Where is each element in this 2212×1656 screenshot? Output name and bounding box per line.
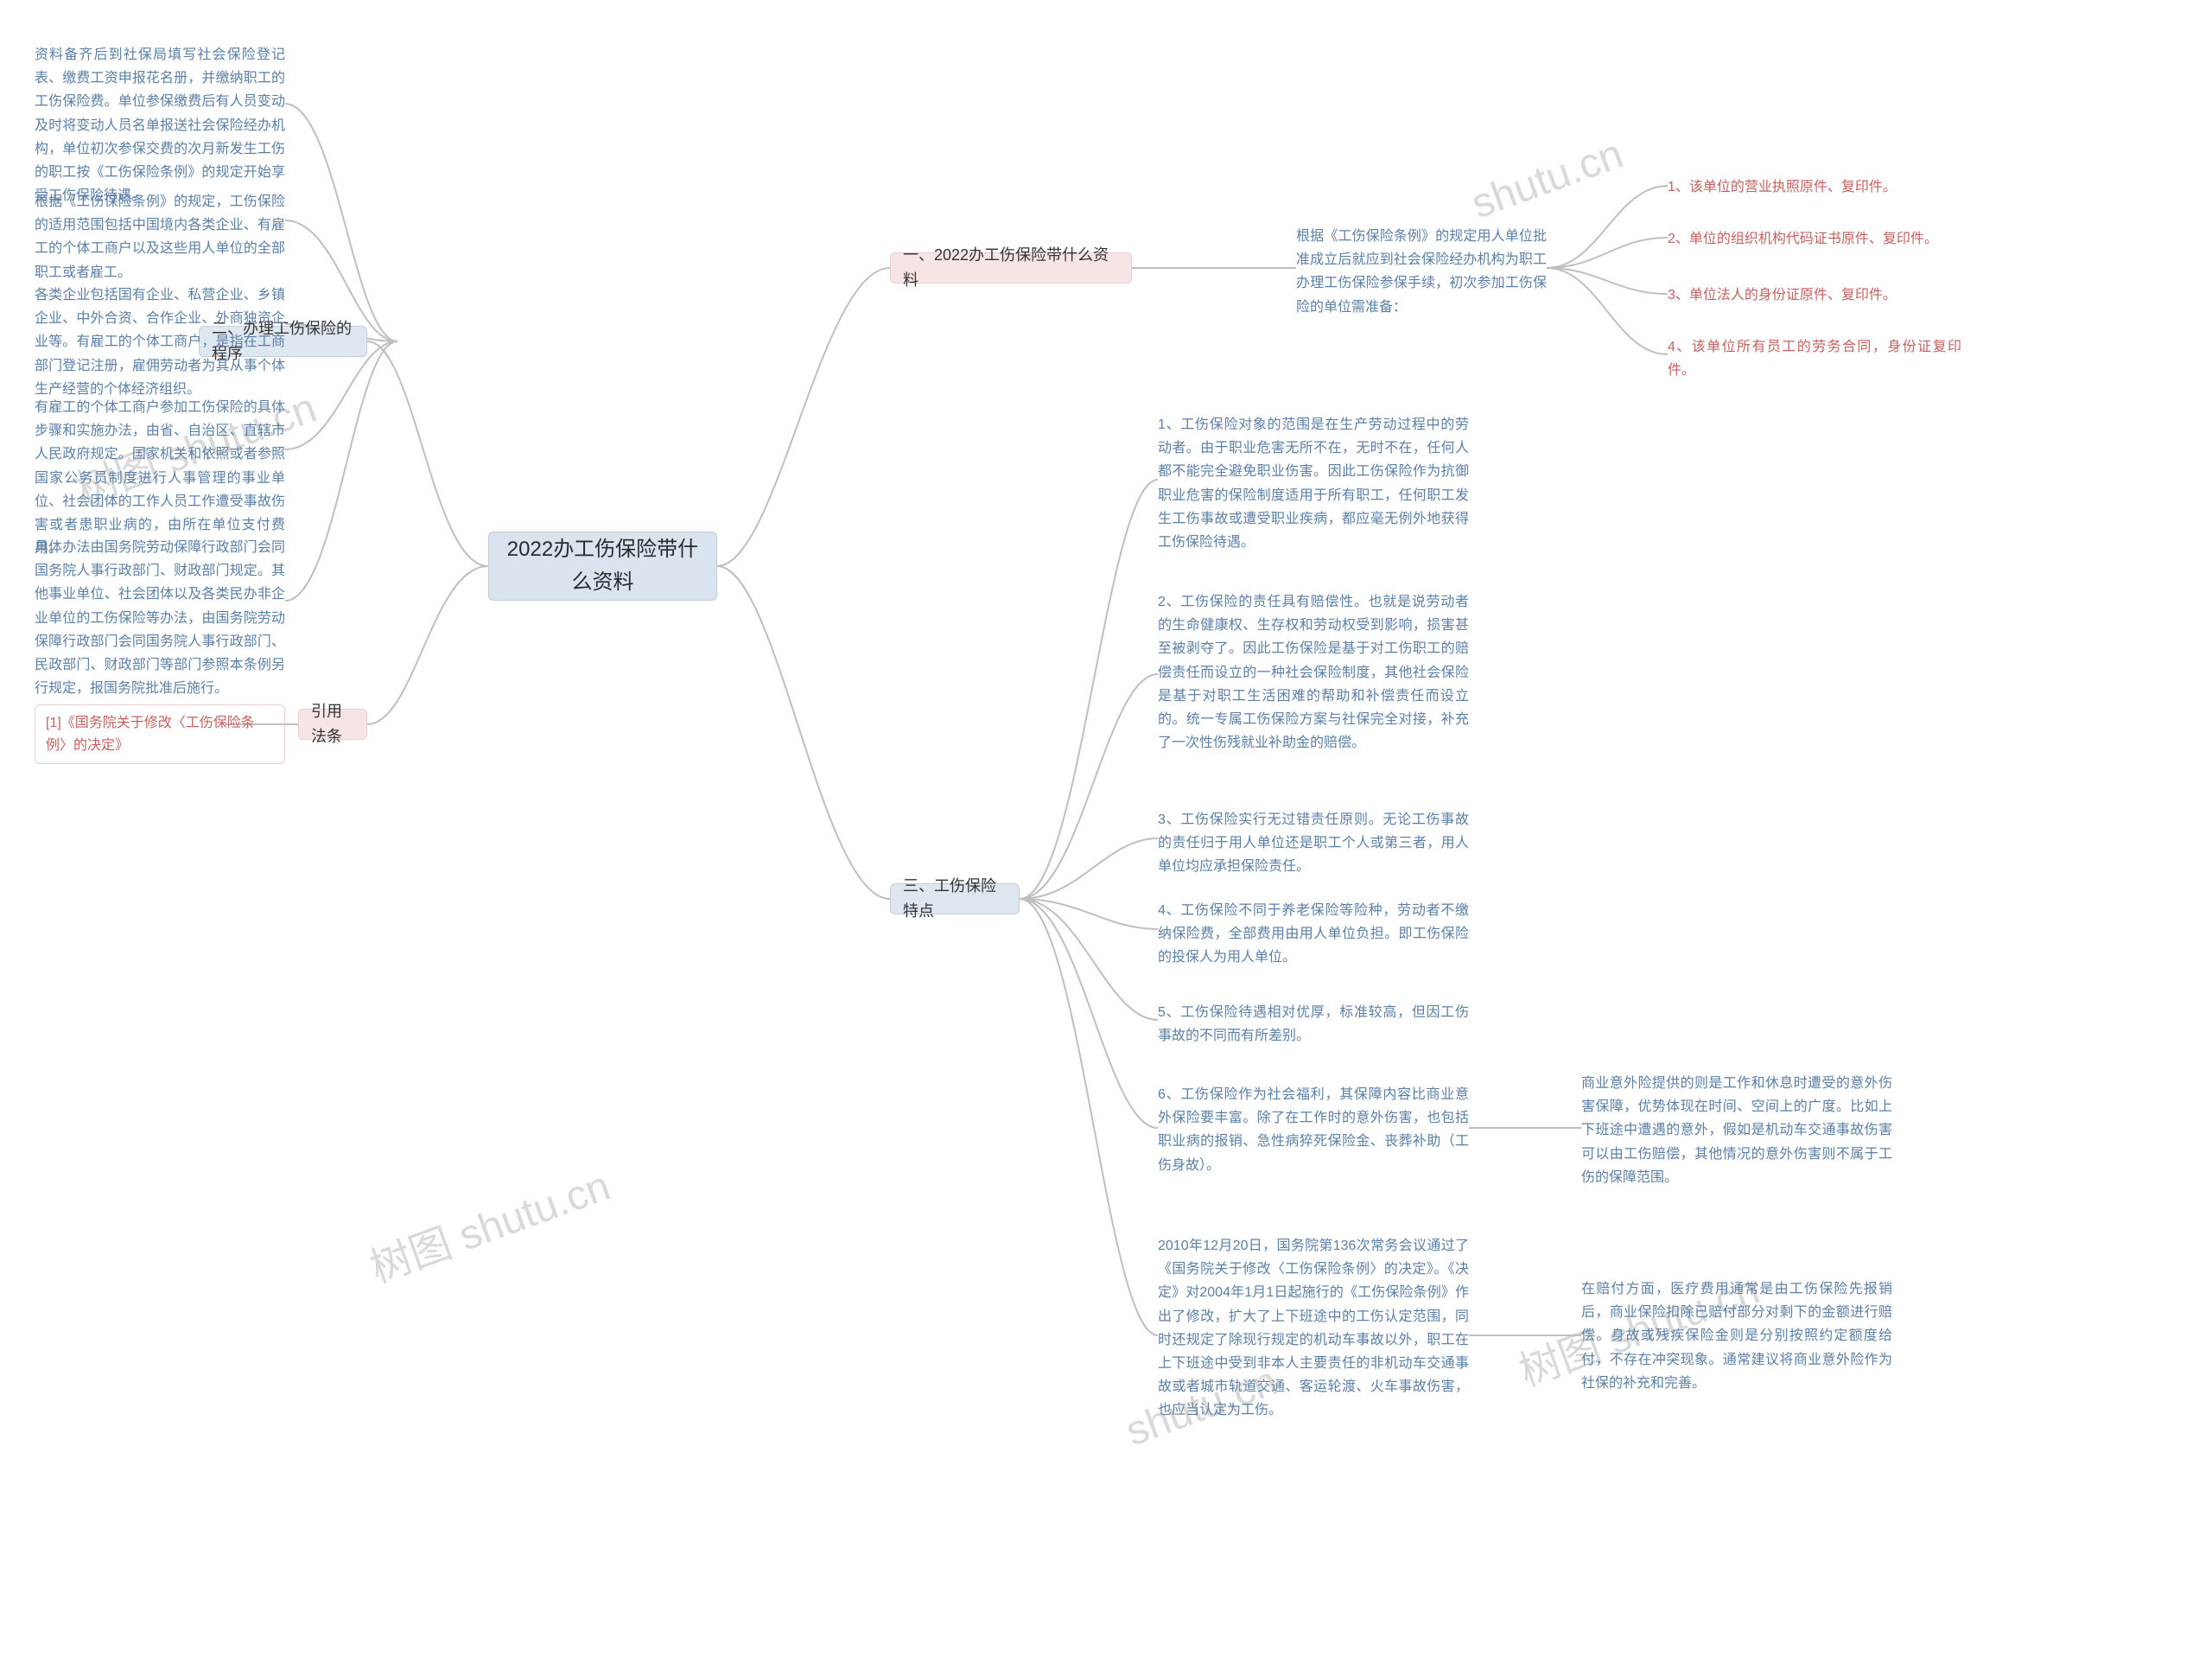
watermark: shutu.cn — [1465, 131, 1629, 229]
root-node[interactable]: 2022办工伤保险带什么资料 — [488, 532, 717, 601]
b2-item-1: 资料备齐后到社保局填写社会保险登记表、缴费工资申报花名册，并缴纳职工的工伤保险费… — [35, 43, 285, 207]
b2-item-2: 根据《工伤保险条例》的规定，工伤保险的适用范围包括中国境内各类企业、有雇工的个体… — [35, 190, 285, 284]
b3-item-4: 4、工伤保险不同于养老保险等险种，劳动者不缴纳保险费，全部费用由用人单位负担。即… — [1158, 899, 1469, 970]
b3-item-6: 6、工伤保险作为社会福利，其保障内容比商业意外保险要丰富。除了在工作时的意外伤害… — [1158, 1083, 1469, 1177]
branch-4-label: 引用法条 — [311, 699, 354, 749]
b4-item-text: [1]《国务院关于修改〈工伤保险条例〉的决定》 — [46, 712, 274, 756]
b2-item-5: 具体办法由国务院劳动保障行政部门会同国务院人事行政部门、财政部门规定。其他事业单… — [35, 536, 285, 700]
b1-item-1: 1、该单位的营业执照原件、复印件。 — [1668, 175, 1961, 199]
b3-item-1: 1、工伤保险对象的范围是在生产劳动过程中的劳动者。由于职业危害无所不在，无时不在… — [1158, 413, 1469, 554]
watermark: 树图 shutu.cn — [360, 1151, 617, 1294]
b4-item: [1]《国务院关于修改〈工伤保险条例〉的决定》 — [35, 704, 285, 764]
branch-3-label: 三、工伤保险特点 — [903, 874, 1007, 924]
b1-item-3: 3、单位法人的身份证原件、复印件。 — [1668, 283, 1961, 307]
b3-item-5: 5、工伤保险待遇相对优厚，标准较高，但因工伤事故的不同而有所差别。 — [1158, 1001, 1469, 1048]
b3-extra-1: 商业意外险提供的则是工作和休息时遭受的意外伤害保障，优势体现在时间、空间上的广度… — [1581, 1072, 1892, 1189]
b3-item-2: 2、工伤保险的责任具有赔偿性。也就是说劳动者的生命健康权、生存权和劳动权受到影响… — [1158, 590, 1469, 755]
b3-extra-2: 在赔付方面，医疗费用通常是由工伤保险先报销后，商业保险扣除已赔付部分对剩下的金额… — [1581, 1277, 1892, 1395]
root-label: 2022办工伤保险带什么资料 — [501, 533, 704, 600]
b1-item-2: 2、单位的组织机构代码证书原件、复印件。 — [1668, 227, 1996, 251]
branch-4[interactable]: 引用法条 — [298, 709, 367, 740]
b2-item-3: 各类企业包括国有企业、私营企业、乡镇企业、中外合资、合作企业、外商独资企业等。有… — [35, 283, 285, 401]
b3-item-3: 3、工伤保险实行无过错责任原则。无论工伤事故的责任归于用人单位还是职工个人或第三… — [1158, 808, 1469, 879]
branch-3[interactable]: 三、工伤保险特点 — [890, 883, 1020, 914]
b1-item-4: 4、该单位所有员工的劳务合同，身份证复印件。 — [1668, 335, 1961, 382]
b3-item-7: 2010年12月20日，国务院第136次常务会议通过了《国务院关于修改〈工伤保险… — [1158, 1234, 1469, 1423]
branch-1-label: 一、2022办工伤保险带什么资料 — [903, 243, 1119, 293]
b1-intro: 根据《工伤保险条例》的规定用人单位批准成立后就应到社会保险经办机构为职工办理工伤… — [1296, 225, 1547, 319]
branch-1[interactable]: 一、2022办工伤保险带什么资料 — [890, 252, 1132, 283]
